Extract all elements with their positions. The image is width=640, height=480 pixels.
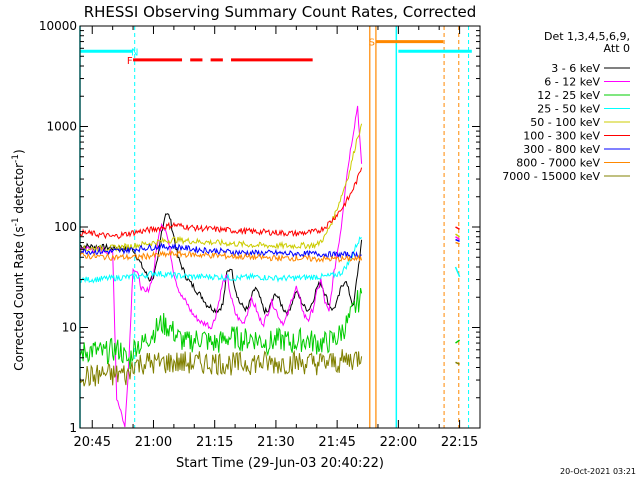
legend-label: 800 - 7000 keV <box>516 157 600 170</box>
x-tick-label: 21:00 <box>135 435 172 450</box>
late-series-segment <box>455 238 460 243</box>
series-line <box>79 288 363 370</box>
legend-label: 3 - 6 keV <box>551 62 600 75</box>
legend-label: 50 - 100 keV <box>530 116 600 129</box>
x-tick-label: 21:45 <box>318 435 355 450</box>
series-line <box>79 123 363 253</box>
legend-label: 300 - 800 keV <box>523 143 600 156</box>
legend-subtitle: Att 0 <box>604 42 630 55</box>
chart-title: RHESSI Observing Summary Count Rates, Co… <box>84 3 477 21</box>
flag-label: S <box>369 38 375 49</box>
x-tick-label: 21:30 <box>257 435 294 450</box>
axes: 1 10 100 1000 10000 20:45 21:00 21:15 21:30 21:45… <box>39 19 481 450</box>
data-series <box>79 105 461 428</box>
y-tick-label: 10 <box>62 321 77 335</box>
late-series-segment <box>455 241 460 245</box>
series-line <box>79 167 363 240</box>
y-tick-label: 100 <box>54 220 77 234</box>
y-tick-label: 10000 <box>39 19 77 33</box>
timestamp: 20-Oct-2021 03:21 <box>560 467 636 476</box>
series-line <box>79 105 363 428</box>
late-series-segment <box>454 266 461 278</box>
legend-label: 6 - 12 keV <box>544 76 600 89</box>
flag-label: N <box>131 47 138 58</box>
y-axis-label-sup-2: -1 <box>11 154 21 163</box>
y-axis-label-text-2: detector <box>12 163 26 218</box>
series-line <box>79 349 363 387</box>
x-tick-label: 22:15 <box>441 435 478 450</box>
y-axis-label-text-3: ) <box>12 149 26 154</box>
x-axis-label: Start Time (29-Jun-03 20:40:22) <box>176 456 384 471</box>
late-series-segment <box>455 339 461 344</box>
late-series-segment <box>455 226 460 230</box>
y-tick-label: 1 <box>69 421 77 435</box>
series-line <box>79 249 363 264</box>
legend-label: 25 - 50 keV <box>537 103 600 116</box>
late-series-segment <box>455 361 460 366</box>
x-tick-label: 22:00 <box>380 435 417 450</box>
y-tick-label: 1000 <box>46 120 77 134</box>
y-axis-label-sup-1: -1 <box>11 217 21 226</box>
flag-label: F <box>127 56 133 67</box>
late-series-segment <box>455 233 460 238</box>
y-axis-label: Corrected Count Rate (s-1 detector-1) <box>11 149 26 370</box>
legend-label: 12 - 25 keV <box>537 89 600 102</box>
y-axis-label-text-1: Corrected Count Rate (s <box>12 226 26 370</box>
series-line <box>79 242 362 260</box>
legend-label: 7000 - 15000 keV <box>502 170 600 183</box>
x-tick-label: 20:45 <box>74 435 111 450</box>
legend-label: 100 - 300 keV <box>523 130 600 143</box>
late-series-segment <box>455 236 461 241</box>
legend-title: Det 1,3,4,5,6,9, <box>544 30 630 43</box>
x-tick-label: 21:15 <box>196 435 233 450</box>
series-line <box>79 236 362 284</box>
